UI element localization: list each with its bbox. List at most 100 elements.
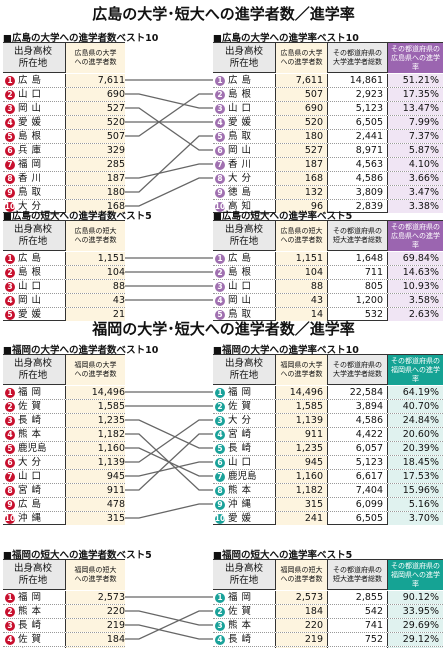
rate-cell-bg <box>387 116 443 129</box>
table-row: 6 兵庫 329 <box>3 144 125 158</box>
pref-name: 長崎 <box>18 620 46 631</box>
rate-cell-bg <box>387 308 443 321</box>
rank-badge: 8 <box>215 486 225 496</box>
total-cell-bg <box>327 484 387 497</box>
rate-cell-bg <box>387 512 443 525</box>
count-value: 1,585 <box>295 401 323 412</box>
pref-name: 長崎 <box>228 443 256 454</box>
pref-name: 島根 <box>18 131 46 142</box>
hiroshima-jc-count-section-title: ■広島の短大への進学者数ベスト5 <box>3 211 152 222</box>
count-value: 132 <box>304 187 323 198</box>
rank-badge: 4 <box>5 430 15 440</box>
count-value: 945 <box>304 457 323 468</box>
total-cell-bg <box>327 386 387 399</box>
table-row: 1 福岡 14,496 22,584 64.19% <box>213 386 443 400</box>
count-cell-bg <box>65 428 125 441</box>
total-cell-bg <box>327 442 387 455</box>
rate-value: 20.60% <box>402 429 439 440</box>
rate-value: 24.84% <box>402 415 439 426</box>
table-row: 5 鳥取 14 532 2.63% <box>213 308 443 322</box>
total-cell-bg <box>327 456 387 469</box>
table-row: 10 高知 96 2,839 3.38% <box>213 200 443 214</box>
table-row: 7 福岡 285 <box>3 158 125 172</box>
rank-badge: 3 <box>5 104 15 114</box>
hiroshima-univ-rate-table: 出身高校 所在地 広島県の大学 への進学者数 その都道府県の 大学進学者総数 その都道… <box>213 42 443 213</box>
count-value: 14 <box>310 309 323 320</box>
rank-badge: 1 <box>215 593 225 603</box>
pref-name: 島根 <box>18 267 46 278</box>
pref-name: 広島 <box>228 75 256 86</box>
rate-cell-bg <box>387 130 443 143</box>
rank-badge: 4 <box>5 296 15 306</box>
count-value: 507 <box>304 89 323 100</box>
rate-value: 3.58% <box>408 295 439 306</box>
rank-badge: 10 <box>214 514 226 524</box>
table-header: 出身高校 所在地 広島県の短大 への進学者数 その都道府県の 短大進学者総数 その都道… <box>213 221 443 251</box>
count-value: 527 <box>106 103 125 114</box>
pref-name: 福岡 <box>18 387 46 398</box>
count-cell-bg <box>65 591 125 604</box>
rank-badge: 5 <box>5 310 15 320</box>
header-count: 広島県の大学 への進学者数 <box>65 43 125 73</box>
table-row: 4 佐賀 184 <box>3 633 125 647</box>
count-cell-bg <box>65 116 125 129</box>
count-cell-bg <box>65 498 125 511</box>
total-cell-bg <box>327 186 387 199</box>
link-line-岡山 <box>125 107 213 151</box>
rate-cell-bg <box>387 484 443 497</box>
rate-cell-bg <box>387 88 443 101</box>
rank-badge: 6 <box>5 458 15 468</box>
table-row: 9 鳥取 180 <box>3 186 125 200</box>
total-value: 1,200 <box>355 295 383 306</box>
pref-name: 島根 <box>228 89 256 100</box>
link-line-山口 <box>125 93 213 109</box>
count-value: 241 <box>304 513 323 524</box>
pref-name: 岡山 <box>18 103 46 114</box>
header-rate: その都道府県の 福岡県への進学率 <box>387 560 443 590</box>
header-rate: その都道府県の 広島県への進学率 <box>387 221 443 251</box>
count-cell-bg <box>275 74 327 87</box>
count-value: 104 <box>106 267 125 278</box>
table-row: 4 熊本 1,182 <box>3 428 125 442</box>
total-value: 752 <box>364 634 383 645</box>
table-row: 1 広島 1,151 1,648 69.84% <box>213 252 443 266</box>
rank-badge: 3 <box>5 621 15 631</box>
count-cell-bg <box>65 414 125 427</box>
count-cell-bg <box>65 252 125 265</box>
pref-name: 広島 <box>228 253 256 264</box>
pref-name: 長崎 <box>18 415 46 426</box>
header-count: 広島県の短大 への進学者数 <box>275 221 327 251</box>
count-cell-bg <box>275 280 327 293</box>
rate-value: 33.95% <box>402 606 439 617</box>
table-row: 5 長崎 1,235 6,057 20.39% <box>213 442 443 456</box>
count-value: 911 <box>106 485 125 496</box>
count-cell-bg <box>65 294 125 307</box>
total-cell-bg <box>327 400 387 413</box>
rank-badge: 8 <box>5 174 15 184</box>
rank-badge: 6 <box>215 146 225 156</box>
count-cell-bg <box>275 158 327 171</box>
table-row: 2 島根 507 2,923 17.35% <box>213 88 443 102</box>
count-cell-bg <box>275 456 327 469</box>
pref-name: 福岡 <box>228 592 256 603</box>
count-cell-bg <box>275 591 327 604</box>
total-cell-bg <box>327 605 387 618</box>
count-value: 43 <box>112 295 125 306</box>
total-cell-bg <box>327 512 387 525</box>
rank-badge: 9 <box>5 500 15 510</box>
header-total: その都道府県の 大学進学者総数 <box>327 355 387 385</box>
rank-badge: 4 <box>5 635 15 645</box>
table-row: 1 広島 7,611 <box>3 74 125 88</box>
rank-badge: 8 <box>215 174 225 184</box>
pref-name: 熊本 <box>18 429 46 440</box>
table-row: 7 鹿児島 1,160 6,617 17.53% <box>213 470 443 484</box>
rate-value: 3.70% <box>408 513 439 524</box>
hiroshima-title: 広島の大学･短大への進学者数／進学率 <box>92 5 355 23</box>
header-count: 広島県の短大 への進学者数 <box>65 221 125 251</box>
rank-badge: 2 <box>5 90 15 100</box>
count-cell-bg <box>275 498 327 511</box>
count-cell-bg <box>275 172 327 185</box>
count-value: 180 <box>304 131 323 142</box>
pref-name: 福岡 <box>18 159 46 170</box>
